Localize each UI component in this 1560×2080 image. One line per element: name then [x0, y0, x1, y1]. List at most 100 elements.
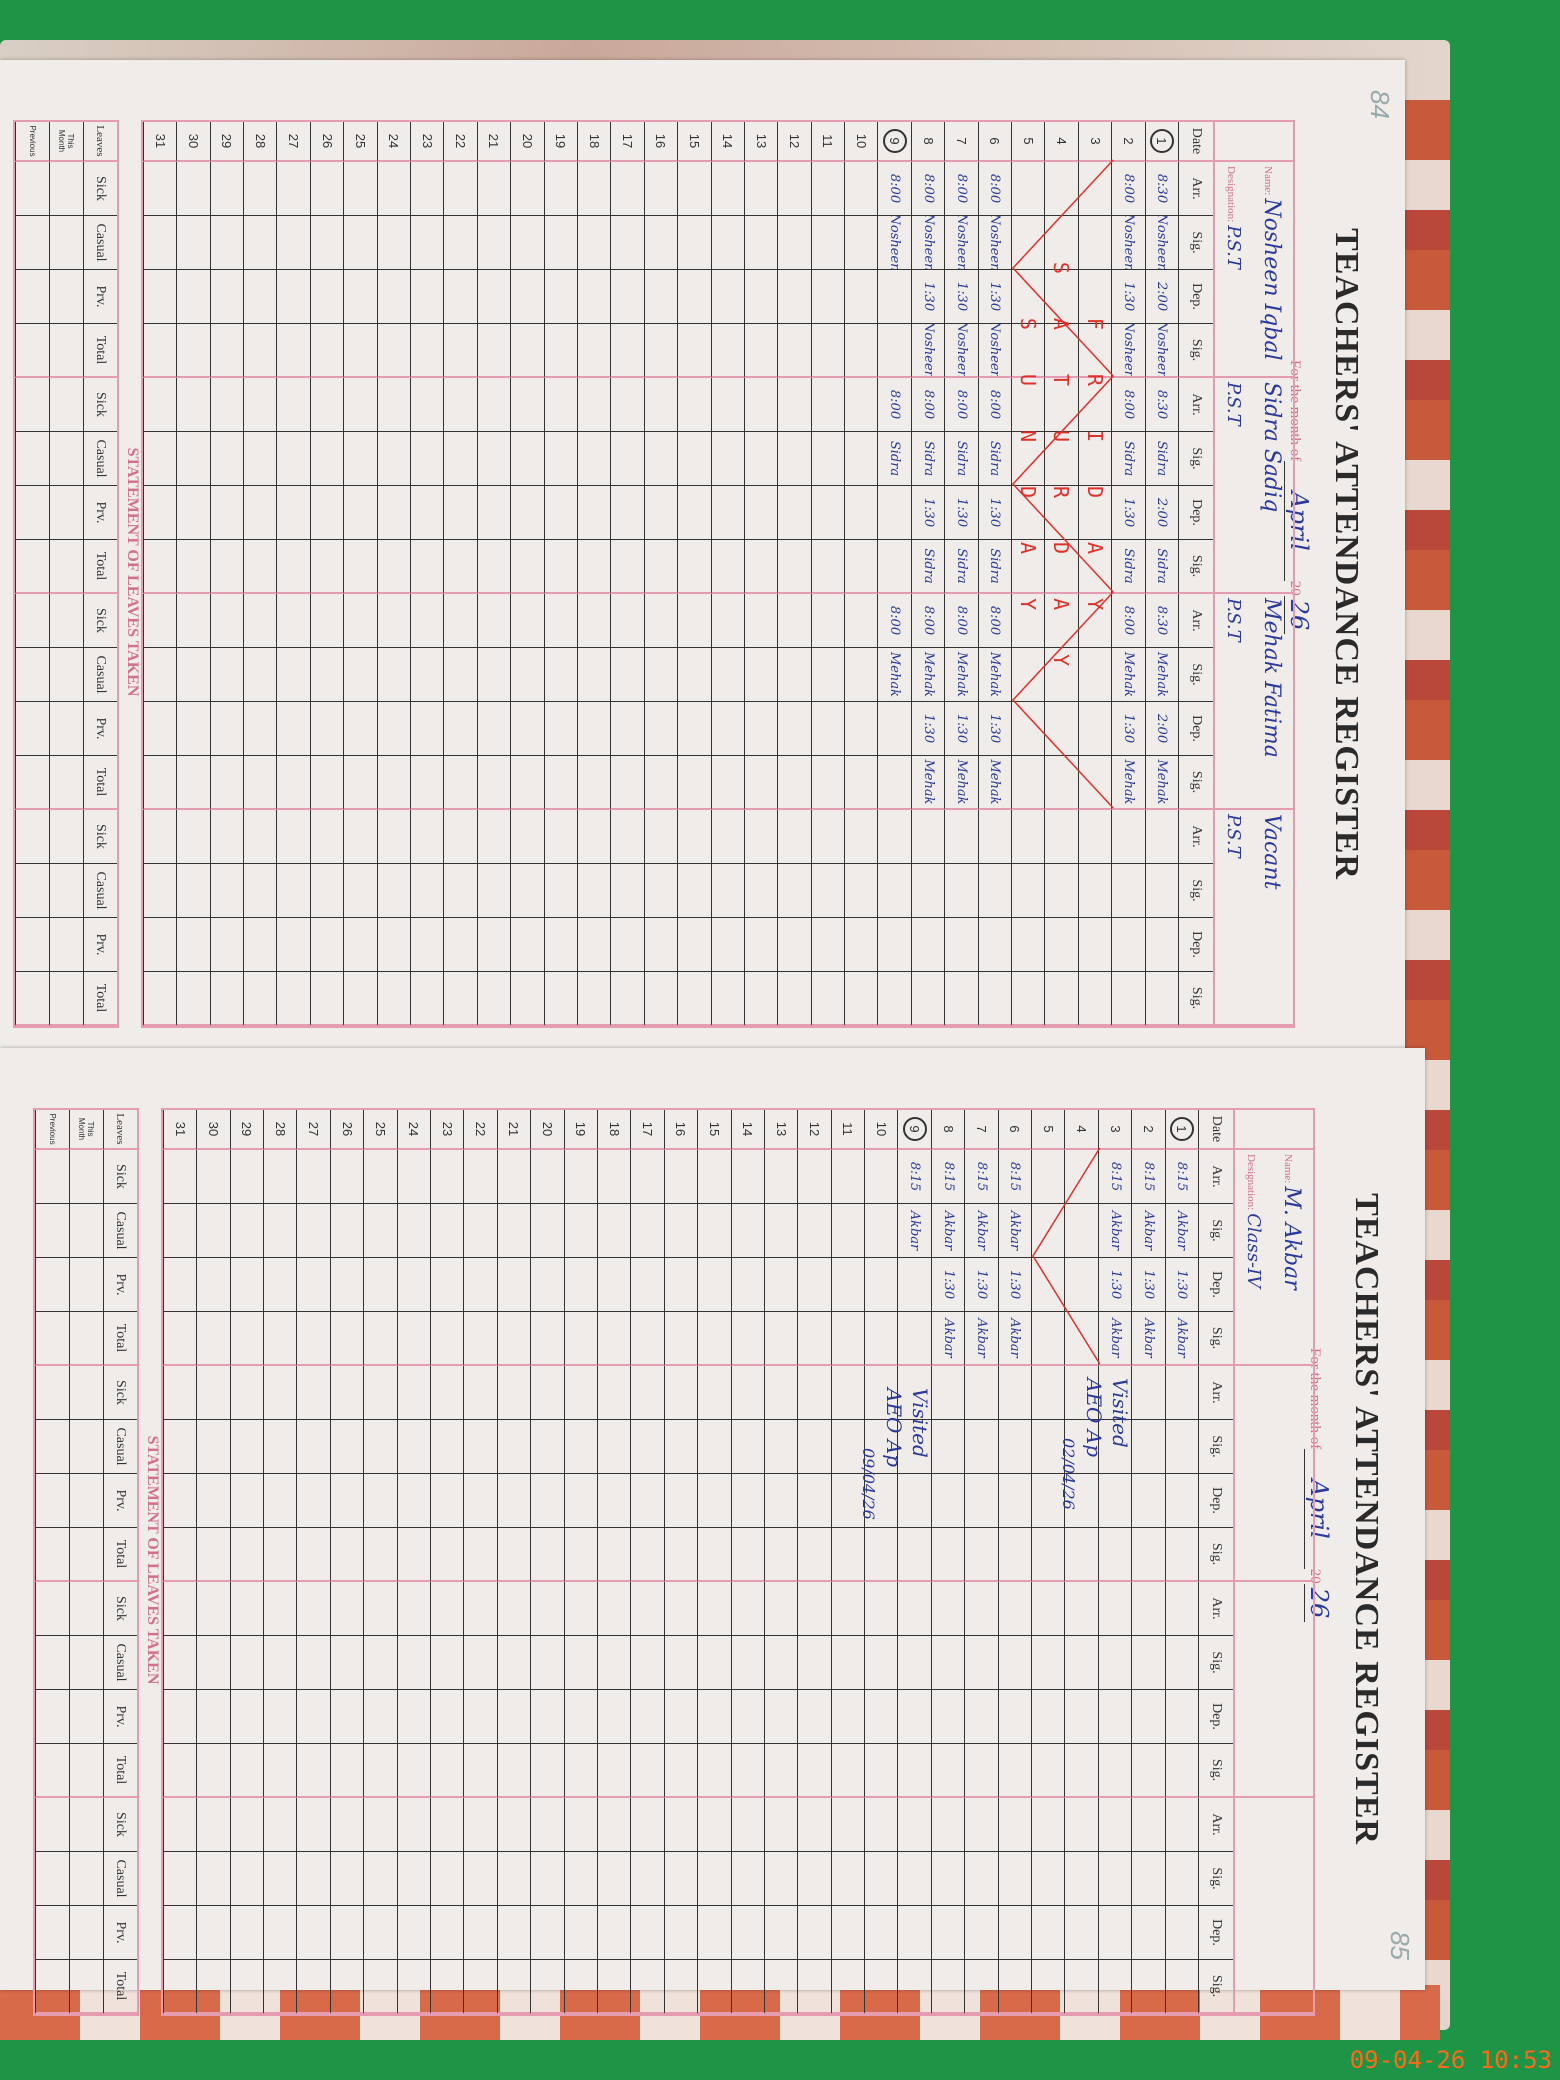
departure-signature: [162, 1312, 197, 1366]
arrival-time: [810, 810, 845, 864]
arrival-time: [276, 162, 310, 216]
arrival-signature: [496, 1420, 531, 1474]
arrival-time: 8:15: [1097, 1150, 1132, 1204]
departure-time: [710, 702, 744, 756]
leave-cell: [14, 486, 49, 540]
arrival-signature: [610, 432, 644, 486]
arrival-time: [196, 1366, 230, 1420]
departure-time: [964, 1906, 998, 1960]
departure-time: [730, 1258, 764, 1312]
arrival-time: [309, 810, 344, 864]
departure-signature: [844, 324, 878, 378]
departure-signature: [830, 1312, 865, 1366]
departure-time: [229, 1906, 264, 1960]
arrival-time: 8:15: [964, 1150, 998, 1204]
arrival-time: 8:00: [877, 378, 911, 432]
departure-signature: [476, 972, 511, 1026]
date-cell: 4: [1044, 122, 1078, 162]
departure-signature: [964, 1528, 998, 1582]
leave-cell: [48, 540, 83, 594]
arrival-signature: [196, 1636, 230, 1690]
arrival-signature: [142, 216, 177, 270]
leave-column-header: Casual: [102, 1636, 137, 1690]
arrival-time: [864, 1798, 898, 1852]
arrival-signature: [496, 1636, 531, 1690]
teacher-designation: P.S.T: [1223, 382, 1245, 426]
arrival-time: [510, 810, 544, 864]
departure-signature: [743, 540, 778, 594]
arrival-time: [697, 1798, 731, 1852]
departure-signature: [343, 540, 377, 594]
arrival-signature: [1131, 1420, 1165, 1474]
arrival-time: [276, 594, 310, 648]
arrival-signature: [944, 864, 978, 918]
arrival-time: [563, 1582, 597, 1636]
departure-signature: [610, 756, 644, 810]
departure-signature: [596, 1960, 631, 2014]
departure-signature: [897, 1744, 931, 1798]
arrival-time: [964, 1366, 998, 1420]
date-number: 22: [453, 133, 469, 149]
name-label: Name:: [1261, 166, 1274, 196]
departure-signature: Akbar: [964, 1312, 998, 1366]
arrival-time: [476, 810, 511, 864]
departure-signature: [844, 756, 878, 810]
arrival-signature: [697, 1636, 731, 1690]
departure-signature: [663, 1744, 698, 1798]
date-number: 16: [653, 133, 669, 149]
sig-header: Sig.: [1178, 540, 1213, 594]
departure-signature: Mehak: [944, 756, 978, 810]
arrival-signature: [443, 216, 477, 270]
arrival-signature: [830, 1852, 865, 1906]
arrival-signature: [677, 648, 711, 702]
sig-header: Sig.: [1178, 756, 1213, 810]
arrival-signature: [510, 648, 544, 702]
arrival-time: [730, 1798, 764, 1852]
departure-time: [576, 486, 611, 540]
arrival-signature: [830, 1636, 865, 1690]
departure-signature: Sidra: [977, 540, 1012, 594]
date-cell: 27: [276, 122, 310, 162]
departure-time: [563, 1474, 597, 1528]
arrival-signature: [710, 216, 744, 270]
departure-signature: Sidra: [910, 540, 945, 594]
arrival-time: [476, 162, 511, 216]
leave-cell: [68, 1852, 103, 1906]
arrival-time: [263, 1366, 297, 1420]
departure-time: [697, 1690, 731, 1744]
departure-time: [496, 1258, 531, 1312]
departure-signature: [710, 540, 744, 594]
departure-time: [410, 702, 444, 756]
departure-signature: [797, 1312, 831, 1366]
departure-time: 1:30: [930, 1258, 965, 1312]
date-cell: 30: [196, 1110, 230, 1150]
sig-header: Sig.: [1178, 216, 1213, 270]
arrival-time: [1111, 810, 1145, 864]
date-cell: 10: [844, 122, 878, 162]
arrival-time: [463, 1798, 497, 1852]
arrival-time: [1044, 810, 1078, 864]
arrival-signature: Akbar: [1164, 1204, 1198, 1258]
date-cell: 3: [1077, 122, 1112, 162]
arrival-signature: [530, 1636, 564, 1690]
arrival-signature: [329, 1420, 364, 1474]
arrival-signature: [730, 1204, 764, 1258]
dep-header: Dep.: [1198, 1690, 1233, 1744]
departure-signature: Mehak: [910, 756, 945, 810]
departure-signature: [410, 540, 444, 594]
arrival-time: 8:00: [1111, 378, 1145, 432]
departure-time: [1097, 1906, 1132, 1960]
arrival-time: [1164, 1798, 1198, 1852]
date-number: 30: [205, 1121, 221, 1137]
arrival-time: [697, 1582, 731, 1636]
arrival-signature: [576, 648, 611, 702]
arrival-signature: [964, 1420, 998, 1474]
teacher-name: Vacant: [1258, 814, 1284, 890]
date-cell: 20: [510, 122, 544, 162]
departure-signature: [763, 1744, 798, 1798]
departure-time: [630, 1474, 664, 1528]
departure-time: [543, 918, 577, 972]
date-number: 4: [1074, 1125, 1090, 1133]
date-number: 2: [1120, 137, 1136, 145]
arrival-time: [296, 1582, 330, 1636]
